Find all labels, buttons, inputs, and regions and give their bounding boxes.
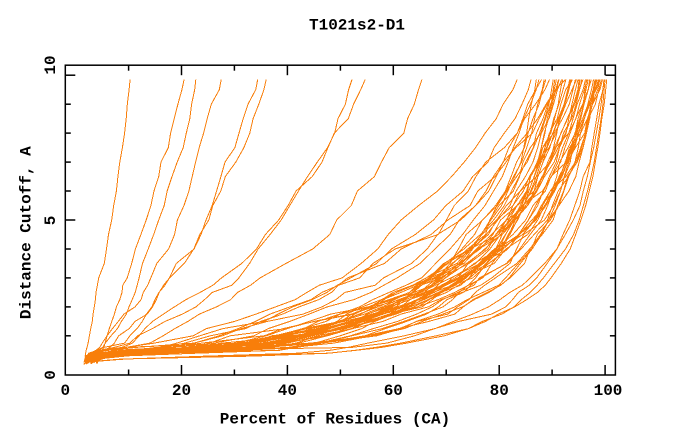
svg-text:60: 60 <box>384 382 403 400</box>
svg-text:40: 40 <box>278 382 297 400</box>
svg-text:10: 10 <box>42 55 60 74</box>
svg-text:0: 0 <box>42 370 60 380</box>
svg-text:20: 20 <box>172 382 191 400</box>
svg-text:80: 80 <box>490 382 509 400</box>
svg-text:100: 100 <box>594 382 623 400</box>
svg-text:5: 5 <box>42 216 60 226</box>
svg-text:0: 0 <box>60 382 70 400</box>
svg-text:Distance Cutoff, A: Distance Cutoff, A <box>18 146 36 319</box>
svg-text:Percent of Residues (CA): Percent of Residues (CA) <box>220 410 450 428</box>
svg-text:T1021s2-D1: T1021s2-D1 <box>309 17 405 35</box>
